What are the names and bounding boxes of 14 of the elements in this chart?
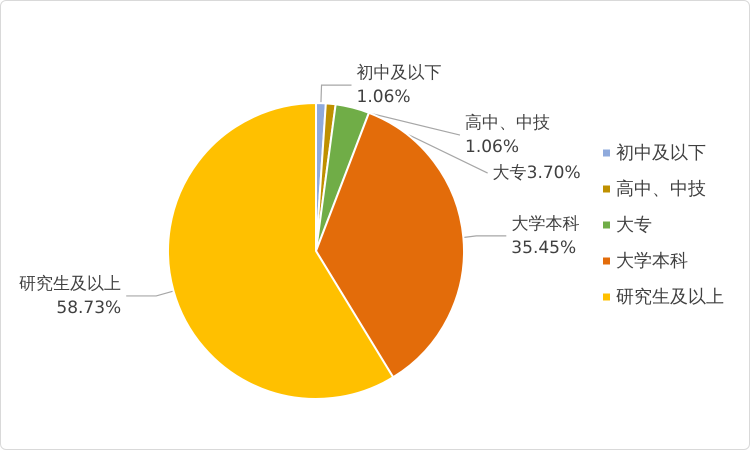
slice-label: 研究生及以上 [19,274,122,294]
legend-label: 大学本科 [616,250,688,272]
legend-label: 研究生及以上 [616,286,724,308]
slice-label: 高中、中技 [465,113,550,134]
data-label: 35.45% [511,238,576,258]
slice-label: 初中及以下 [356,63,442,84]
category-label: 大专3.70% [492,163,581,184]
slice-label: 大学本科 [511,214,580,234]
legend-label: 初中及以下 [616,142,706,164]
data-label: 1.06% [356,87,411,108]
legend-label: 高中、中技 [616,178,706,200]
data-label: 1.06% [465,137,520,158]
legend-label: 大专 [616,214,652,236]
data-label: 58.73% [56,298,122,318]
